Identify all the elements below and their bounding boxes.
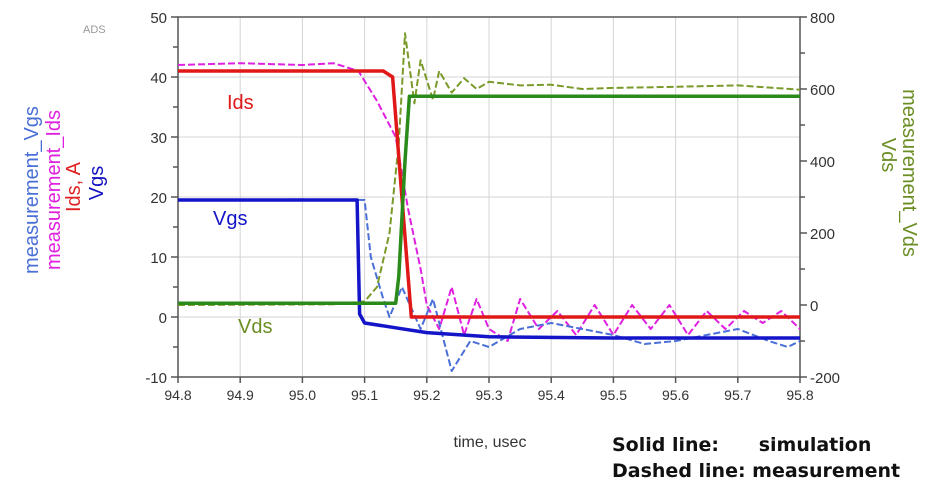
right-y-tick-label: 600 [810, 82, 835, 99]
x-tick-label: 95.4 [538, 387, 565, 403]
x-tick-label: 95.8 [786, 387, 813, 403]
x-tick-label: 95.7 [724, 387, 751, 403]
series-vgs-line [178, 198, 800, 340]
right-axis-label: Vds [877, 138, 899, 172]
left-y-tick-label: -10 [145, 370, 167, 387]
annotation-ids: Ids [227, 92, 254, 114]
x-tick-label: 95.2 [413, 387, 440, 403]
left-y-tick-label: 50 [150, 10, 167, 27]
left-axis-label: Ids, A [63, 161, 85, 212]
left-y-tick-label: 0 [159, 310, 167, 327]
right-y-tick-label: 400 [810, 154, 835, 171]
series-measurement-vds-line [177, 32, 801, 306]
right-y-tick-label: 800 [810, 10, 835, 27]
left-y-tick-label: 30 [150, 130, 167, 147]
x-tick-label: 95.6 [662, 387, 689, 403]
legend-solid-note: Solid line: simulation [612, 434, 872, 456]
series-ids-line [178, 69, 800, 319]
x-tick-label: 95.0 [289, 387, 316, 403]
right-y-tick-label: 0 [810, 298, 818, 315]
left-y-tick-label: 10 [150, 250, 167, 267]
left-y-tick-label: 20 [150, 190, 167, 207]
x-tick-label: 95.5 [600, 387, 627, 403]
plot-frame [177, 16, 801, 378]
series-measurement-vgs-line [177, 198, 801, 372]
right-y-tick-label: -200 [810, 370, 840, 387]
right-axis-label: measurement_Vds [898, 89, 920, 257]
x-tick-label: 95.3 [475, 387, 502, 403]
legend-dashed-note: Dashed line: measurement [612, 460, 901, 482]
left-axis-label: Vgs [86, 166, 108, 200]
watermark-ads: ADS [83, 24, 106, 36]
annotation-vds: Vds [238, 316, 272, 338]
series-vds-line [178, 94, 800, 305]
left-axis-label: measurement_Vgs [21, 106, 43, 274]
x-tick-label: 95.1 [351, 387, 378, 403]
right-y-tick-label: 200 [810, 226, 835, 243]
x-tick-label: 94.8 [164, 387, 191, 403]
x-axis-label: time, usec [454, 434, 527, 451]
annotation-vgs: Vgs [213, 208, 247, 230]
series-measurement-ids-line [177, 62, 801, 342]
left-y-tick-label: 40 [150, 70, 167, 87]
x-tick-label: 94.9 [227, 387, 254, 403]
left-axis-label: measurement_Ids [43, 110, 65, 270]
